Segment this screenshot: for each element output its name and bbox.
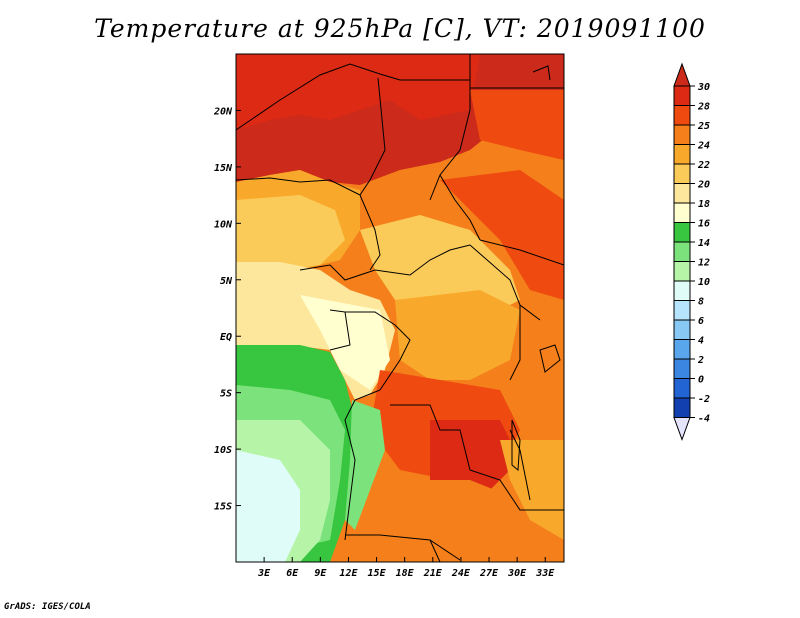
colorbar-swatch [673,241,691,262]
colorbar-swatch [673,358,691,379]
colorbar-swatch [673,378,691,399]
colorbar-label: 22 [697,160,710,171]
colorbar-swatch [673,261,691,282]
colorbar-swatch [673,397,691,418]
colorbar-label: -2 [698,394,710,405]
colorbar-swatch [673,280,691,301]
colorbar-swatch [673,105,691,126]
y-axis: 20N 15N 10N 5N EQ 5S 10S 15S [213,106,241,513]
colorbar-label: 4 [698,336,704,347]
colorbar-label: 30 [697,82,710,93]
colorbar-label: 8 [698,297,704,308]
country-borders [236,54,564,562]
colorbar-label: 6 [698,316,704,327]
colorbar-swatch [673,222,691,243]
colorbar-swatch [673,319,691,340]
colorbar-label: 24 [697,141,710,152]
x-tick-label: 15E [368,568,387,579]
y-tick-label: 15S [214,502,232,513]
colorbar-label: 16 [698,219,710,230]
colorbar-label: 20 [697,180,710,191]
x-tick-label: 12E [339,568,358,579]
colorbar-swatch [673,163,691,184]
colorbar-label: 0 [698,375,704,386]
x-tick-label: 6E [286,568,299,579]
temperature-field [236,54,564,562]
colorbar-label: 12 [698,258,710,269]
colorbar-top-arrow [673,62,691,87]
x-tick-label: 30E [507,568,527,579]
colorbar-swatch [673,339,691,360]
footer-credit: GrADS: IGES/COLA [4,602,91,612]
x-tick-label: 24E [451,568,471,579]
y-tick-label: 5S [220,389,232,400]
colorbar-label: 28 [697,102,710,113]
y-tick-label: EQ [220,332,232,343]
plot-frame [235,53,565,563]
x-tick-label: 3E [257,568,271,579]
y-tick-label: 10S [214,445,232,456]
colorbar-bottom-arrow [673,417,691,441]
colorbar-label: 25 [697,121,710,132]
colorbar-swatch [673,85,691,106]
colorbar-swatch [673,300,691,321]
colorbar-label: 10 [698,277,710,288]
colorbar-label: 18 [698,199,710,210]
colorbar-swatch [673,144,691,165]
y-tick-label: 10N [214,219,233,230]
colorbar-swatch [673,183,691,204]
colorbar-swatch [673,202,691,223]
x-tick-label: 21E [423,568,443,579]
map-title: Temperature at 925hPa [C], VT: 201909110… [94,14,706,43]
colorbar-label: 2 [697,355,704,366]
x-tick-label: 33E [535,568,555,579]
x-tick-label: 9E [314,568,327,579]
y-tick-label: 5N [220,276,233,287]
y-tick-label: 20N [213,106,233,117]
colorbar-label: 14 [698,238,710,249]
x-tick-label: 27E [479,568,499,579]
y-tick-label: 15N [214,163,233,174]
x-axis: 3E 6E 9E 12E 15E 18E 21E 24E 27E 30E 33E [257,557,555,579]
colorbar-swatch [673,124,691,145]
x-tick-label: 18E [396,568,415,579]
colorbar-label: -4 [698,414,710,425]
